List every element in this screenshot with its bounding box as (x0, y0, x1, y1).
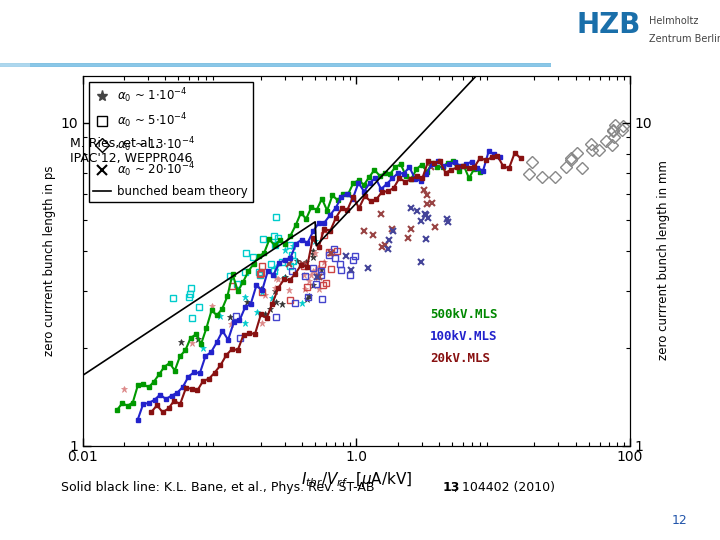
Legend: $\alpha_0$ ~ 1$\cdot$10$^{-4}$, $\alpha_0$ ~ 5$\cdot$10$^{-4}$, $\alpha_0$ ~ 13$: $\alpha_0$ ~ 1$\cdot$10$^{-4}$, $\alpha_… (89, 82, 253, 202)
Text: Solid black line: K.L. Bane, et al., Phys. Rev. ST-AB: Solid black line: K.L. Bane, et al., Phy… (61, 481, 379, 494)
Bar (0, 65, 551, 67)
Text: CSR-Threshold Currents for the MLS: CSR-Threshold Currents for the MLS (121, 23, 458, 41)
Bar (0, 65, 551, 66)
Text: II. 1. 1: II. 1. 1 (41, 25, 91, 39)
Text: 500kV.MLS: 500kV.MLS (431, 308, 498, 321)
Bar (0, 64, 551, 65)
Text: HZB: HZB (576, 11, 641, 39)
Bar (0, 65, 551, 67)
Text: 13: 13 (443, 481, 460, 494)
Bar (0, 64, 551, 66)
Text: Zentrum Berlin: Zentrum Berlin (649, 34, 720, 44)
Bar (0, 64, 551, 65)
Bar (0, 65, 551, 67)
Y-axis label: zero currrent bunch length in ps: zero currrent bunch length in ps (43, 165, 56, 356)
Bar (0, 64, 551, 65)
Y-axis label: zero currrent bunch length in mm: zero currrent bunch length in mm (657, 160, 670, 361)
Bar (0, 64, 551, 66)
Text: 12: 12 (672, 514, 688, 526)
Bar (0, 64, 551, 66)
Bar (0, 65, 551, 66)
Bar (0, 64, 551, 66)
Bar (0, 64, 551, 66)
Bar (0, 65, 551, 66)
Bar (0, 65, 551, 66)
Text: M. Ries, et al.,
IPAC'12, WEPPR046: M. Ries, et al., IPAC'12, WEPPR046 (70, 138, 192, 165)
Bar (0, 65, 551, 66)
Text: 20kV.MLS: 20kV.MLS (431, 352, 490, 365)
Bar (0, 65, 551, 67)
Bar (0, 64, 551, 66)
Bar (0, 64, 551, 65)
X-axis label: $I_{thr}/V_{rf}$  [$\mu$A/kV]: $I_{thr}/V_{rf}$ [$\mu$A/kV] (301, 470, 412, 489)
Bar (0, 65, 551, 67)
Bar (0, 65, 551, 66)
Bar (0, 65, 551, 66)
Bar (0, 65, 551, 66)
Bar (0, 64, 551, 66)
Polygon shape (0, 0, 30, 67)
Bar (0, 64, 551, 65)
Bar (0, 64, 551, 66)
Bar (0, 64, 551, 66)
Text: Helmholtz: Helmholtz (649, 16, 698, 26)
Bar (0, 64, 551, 66)
Bar (0, 65, 551, 66)
Bar (0, 64, 551, 65)
Text: , 104402 (2010): , 104402 (2010) (454, 481, 554, 494)
Bar (0, 64, 551, 65)
Bar (0, 65, 551, 66)
Bar (0, 65, 551, 66)
Bar (0, 64, 551, 66)
Bar (0, 65, 551, 67)
Bar (0, 64, 551, 66)
Bar (0, 64, 551, 66)
Bar (0, 64, 551, 66)
Bar (0, 65, 551, 66)
Bar (0, 65, 551, 67)
Text: 100kV.MLS: 100kV.MLS (431, 330, 498, 343)
